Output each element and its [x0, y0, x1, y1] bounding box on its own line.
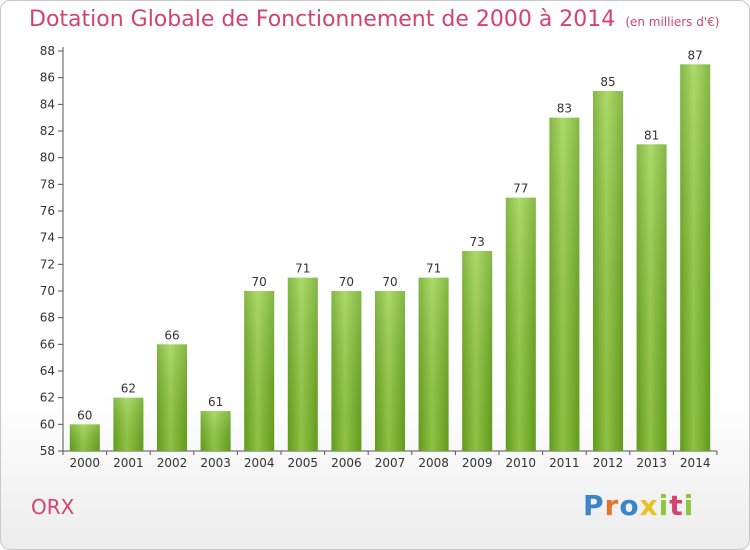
- chart-subtitle: (en milliers d'€): [625, 15, 720, 29]
- x-tick-label: 2009: [462, 456, 493, 470]
- logo-letter: i: [658, 489, 670, 522]
- logo-letter: x: [639, 489, 659, 522]
- bar-value-label: 61: [208, 395, 223, 409]
- bar-shade: [549, 117, 580, 452]
- y-tick-label: 62: [40, 391, 55, 405]
- y-tick-label: 64: [40, 364, 55, 378]
- y-tick-label: 66: [40, 337, 55, 351]
- x-tick-label: 2005: [288, 456, 319, 470]
- y-tick-label: 60: [40, 417, 55, 431]
- logo-letter: t: [669, 489, 684, 522]
- bar-shade: [680, 64, 711, 452]
- y-tick-label: 80: [40, 151, 55, 165]
- chart-labels: 2000 60 2001 62 2002 66 2003 61 2004 70 2005 71 2006…: [70, 48, 711, 470]
- logo-letter: P: [583, 489, 605, 522]
- x-tick-label: 2004: [244, 456, 275, 470]
- y-tick-label: 72: [40, 257, 55, 271]
- bar-value-label: 77: [513, 182, 528, 196]
- y-tick-label: 84: [40, 97, 55, 111]
- y-tick-label: 76: [40, 204, 55, 218]
- y-tick-label: 86: [40, 71, 55, 85]
- y-tick-label: 58: [40, 444, 55, 458]
- chart-bars: [69, 64, 711, 452]
- logo-letter: i: [683, 489, 695, 522]
- logo-letter: o: [619, 489, 640, 522]
- bar-value-label: 85: [600, 75, 615, 89]
- bar-shade: [200, 411, 231, 451]
- bar-shade: [636, 144, 667, 452]
- bar-shade: [593, 91, 623, 451]
- bar-shade: [157, 344, 187, 451]
- x-tick-label: 2003: [200, 456, 231, 470]
- y-tick-label: 82: [40, 124, 55, 138]
- x-tick-label: 2002: [157, 456, 188, 470]
- bar-value-label: 70: [339, 275, 354, 289]
- x-tick-label: 2001: [113, 456, 144, 470]
- x-tick-label: 2012: [593, 456, 624, 470]
- y-tick-label: 74: [40, 231, 55, 245]
- bar-shade: [505, 197, 536, 451]
- bar-shade: [287, 277, 318, 451]
- chart-title: Dotation Globale de Fonctionnement de 20…: [29, 7, 719, 32]
- bar-value-label: 70: [252, 275, 267, 289]
- proxiti-logo[interactable]: Proxiti: [583, 489, 694, 522]
- y-tick-label: 88: [40, 44, 55, 58]
- bar-shade: [418, 277, 449, 451]
- bar-value-label: 62: [121, 382, 136, 396]
- commune-name: ORX: [31, 495, 75, 519]
- chart-axes: 58 60 62 64 66 68 70 72 74 76 78 80 82 84 86 88: [40, 44, 718, 458]
- bar-shade: [462, 251, 493, 451]
- x-tick-label: 2006: [331, 456, 362, 470]
- y-tick-label: 70: [40, 284, 55, 298]
- x-tick-label: 2008: [418, 456, 449, 470]
- bar-shade: [331, 291, 362, 451]
- x-tick-label: 2014: [680, 456, 711, 470]
- bar-value-label: 81: [644, 128, 659, 142]
- bar-shade: [375, 291, 405, 451]
- bar-value-label: 87: [688, 48, 703, 62]
- bar-shade: [113, 397, 144, 451]
- bar-shade: [244, 291, 275, 451]
- x-tick-label: 2010: [506, 456, 537, 470]
- chart-title-text: Dotation Globale de Fonctionnement de 20…: [29, 7, 616, 32]
- bar-value-label: 83: [557, 102, 572, 116]
- y-tick-label: 68: [40, 311, 55, 325]
- x-tick-label: 2011: [549, 456, 580, 470]
- y-tick-label: 78: [40, 177, 55, 191]
- bar-shade: [69, 424, 100, 451]
- bar-value-label: 66: [164, 328, 179, 342]
- bar-value-label: 71: [295, 262, 310, 276]
- bar-value-label: 70: [382, 275, 397, 289]
- bar-value-label: 60: [77, 408, 92, 422]
- x-tick-label: 2007: [375, 456, 406, 470]
- logo-letter: r: [604, 489, 620, 522]
- bar-value-label: 73: [470, 235, 485, 249]
- x-tick-label: 2013: [636, 456, 667, 470]
- x-tick-label: 2000: [70, 456, 101, 470]
- bar-value-label: 71: [426, 262, 441, 276]
